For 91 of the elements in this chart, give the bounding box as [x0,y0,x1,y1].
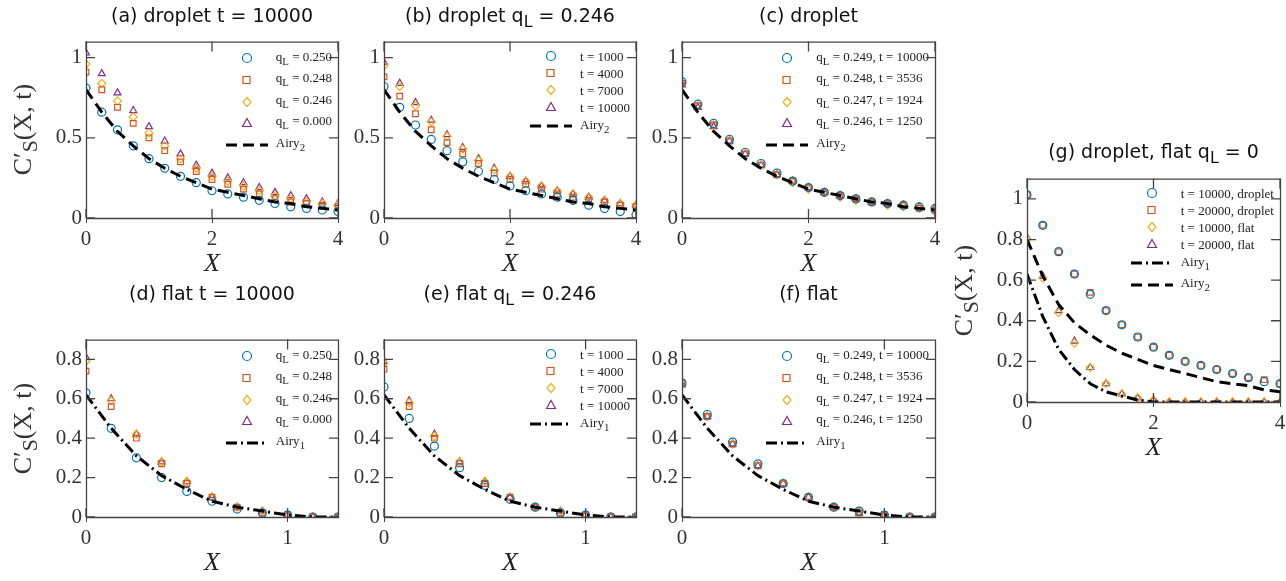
y-tick-label: 0.8 [55,345,82,370]
x-tick-label: 4 [1274,410,1286,435]
legend-label: t = 10000, flat [1180,218,1255,236]
y-tick-label: 0.4 [353,424,381,449]
legend-label: q$_{L}$ = 0.000 [275,410,332,431]
legend-label: q$_{L}$ = 0.246 [275,388,332,410]
legend-label: q$_{L}$ = 0.246, t = 1250 [816,410,923,431]
legend-label: Airy$_{1}$ [816,431,846,453]
legend-label: q$_{L}$ = 0.000 [275,112,332,133]
legend-label: t = 1000 [580,345,624,363]
legend-label: t = 10000 [580,396,630,414]
x-tick-label: 2 [1148,410,1159,435]
legend-label: q$_{L}$ = 0.248 [275,69,332,90]
legend-label: t = 20000, flat [1180,235,1255,253]
x-tick-label: 2 [803,226,814,251]
legend-label: q$_{L}$ = 0.249, t = 10000 [816,345,929,367]
x-tick-label: 4 [630,226,642,251]
y-tick-label: 0 [667,204,678,229]
legend-label: Airy$_{1}$ [1180,252,1210,274]
y-tick-label: 1 [71,44,82,69]
chart-title: (d) flat t = 10000 [128,282,296,304]
legend-label: t = 20000, droplet [1180,201,1274,219]
chart-title: (g) droplet, flat q$_{L}$ = 0 [1047,140,1260,167]
y-tick-label: 0.5 [651,124,678,149]
y-tick-label: 0 [667,503,678,528]
x-axis-title: X [204,547,220,576]
legend-label: q$_{L}$ = 0.248, t = 3536 [816,69,923,90]
y-tick-label: 0.2 [996,347,1023,372]
legend-label: t = 10000, droplet [1180,184,1274,202]
y-tick-label: 0 [1012,388,1023,413]
y-tick-label: 0.5 [55,124,82,149]
legend-label: Airy$_{1}$ [275,431,306,453]
legend-label: t = 7000 [580,379,624,397]
legend-label: q$_{L}$ = 0.248, t = 3536 [816,367,923,388]
y-tick-label: 0.8 [996,226,1023,251]
y-tick-label: 0.6 [996,266,1023,291]
legend-label: q$_{L}$ = 0.246, t = 1250 [816,112,923,133]
y-tick-label: 0.2 [55,464,82,489]
legend-label: q$_{L}$ = 0.247, t = 1924 [816,90,923,112]
x-axis-title: X [502,248,518,277]
legend-label: t = 10000 [580,98,630,116]
y-tick-label: 0.5 [353,124,380,149]
x-tick-label: 1 [879,525,890,550]
legend-label: q$_{L}$ = 0.250 [275,345,332,367]
y-tick-label: 0.8 [353,345,380,370]
x-tick-label: 1 [580,525,591,550]
y-tick-label: 0.8 [651,345,678,370]
legend-label: t = 4000 [580,362,624,380]
y-tick-label: 0.4 [996,307,1024,332]
legend-label: t = 4000 [580,64,624,82]
y-tick-label: 0 [71,204,82,229]
y-tick-label: 1 [369,44,380,69]
legend-label: Airy$_{2}$ [580,115,610,137]
x-tick-label: 4 [332,226,344,251]
y-tick-label: 1 [1012,185,1023,210]
y-tick-label: 0 [369,503,380,528]
legend-label: t = 7000 [580,81,624,99]
y-tick-label: 0.6 [651,385,678,410]
y-tick-label: 0.6 [55,385,82,410]
y-tick-label: 0.4 [55,424,83,449]
legend-label: Airy$_{2}$ [275,133,306,155]
x-axis-title: X [800,248,817,277]
chart-title: (b) droplet q$_{L}$ = 0.246 [404,4,616,31]
x-axis-title: X [502,547,518,576]
x-axis-title: X [1145,432,1162,461]
chart-title: (a) droplet t = 10000 [110,4,314,26]
y-tick-label: 0.4 [651,424,679,449]
chart-title: (f) flat [779,282,838,304]
chart-title: (c) droplet [758,4,859,26]
legend-label: t = 1000 [580,47,624,65]
x-tick-label: 2 [206,226,218,251]
y-tick-label: 0 [369,204,380,229]
y-tick-label: 0 [71,503,82,528]
legend-label: q$_{L}$ = 0.248 [275,367,332,388]
legend-label: Airy$_{2}$ [1180,274,1210,295]
x-tick-label: 2 [504,226,516,251]
chart-title: (e) flat q$_{L}$ = 0.246 [422,282,598,309]
x-tick-label: 1 [282,525,293,550]
y-tick-label: 0.2 [353,464,380,489]
legend-label: q$_{L}$ = 0.250 [275,47,332,69]
x-tick-label: 4 [929,226,941,251]
legend-label: q$_{L}$ = 0.247, t = 1924 [816,388,923,410]
legend-label: Airy$_{1}$ [580,413,610,435]
y-tick-label: 1 [667,44,678,69]
legend-label: Airy$_{2}$ [816,133,846,155]
y-tick-label: 0.6 [353,385,380,410]
x-axis-title: X [800,547,817,576]
x-axis-title: X [204,248,220,277]
legend-label: q$_{L}$ = 0.249, t = 10000 [816,47,929,69]
legend-label: q$_{L}$ = 0.246 [275,90,332,112]
y-tick-label: 0.2 [651,464,678,489]
